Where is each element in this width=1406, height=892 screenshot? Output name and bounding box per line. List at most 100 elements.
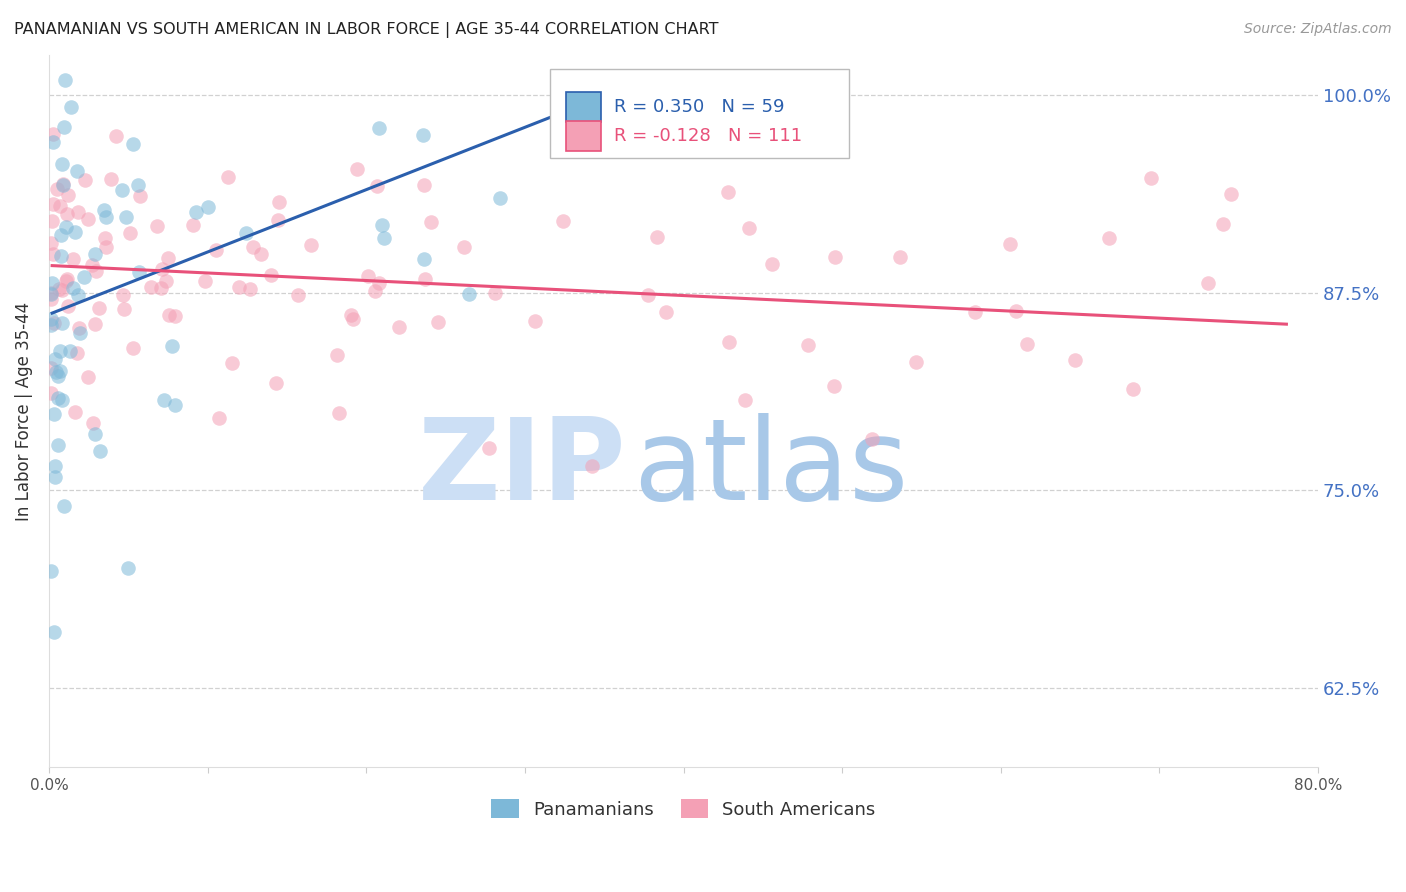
Panamanians <box>42 625 65 640</box>
Text: Source: ZipAtlas.com: Source: ZipAtlas.com <box>1244 22 1392 37</box>
Panamanians <box>45 365 67 379</box>
FancyBboxPatch shape <box>565 92 600 121</box>
South Americans <box>48 282 70 296</box>
South Americans <box>156 251 179 265</box>
Panamanians <box>42 136 65 150</box>
South Americans <box>146 219 169 233</box>
South Americans <box>165 310 187 324</box>
South Americans <box>128 189 150 203</box>
Panamanians <box>39 564 62 578</box>
South Americans <box>181 218 204 232</box>
South Americans <box>267 195 290 210</box>
Panamanians <box>489 191 512 205</box>
Panamanians <box>49 227 72 242</box>
Panamanians <box>51 392 73 407</box>
South Americans <box>717 185 740 199</box>
South Americans <box>120 226 142 240</box>
South Americans <box>39 360 62 375</box>
South Americans <box>420 215 443 229</box>
South Americans <box>55 274 77 288</box>
South Americans <box>1064 352 1087 367</box>
Panamanians <box>46 392 69 406</box>
South Americans <box>998 236 1021 251</box>
South Americans <box>228 280 250 294</box>
Panamanians <box>163 398 186 412</box>
South Americans <box>52 177 75 191</box>
South Americans <box>413 271 436 285</box>
FancyBboxPatch shape <box>550 70 849 159</box>
Text: R = 0.350   N = 59: R = 0.350 N = 59 <box>614 98 785 116</box>
Panamanians <box>53 73 76 87</box>
South Americans <box>55 272 77 286</box>
Panamanians <box>39 318 62 333</box>
Panamanians <box>44 351 66 366</box>
South Americans <box>51 283 73 297</box>
Panamanians <box>89 444 111 458</box>
South Americans <box>453 240 475 254</box>
South Americans <box>1005 303 1028 318</box>
Panamanians <box>458 286 481 301</box>
South Americans <box>367 276 389 290</box>
Panamanians <box>39 312 62 326</box>
South Americans <box>484 286 506 301</box>
South Americans <box>56 188 79 202</box>
South Americans <box>104 129 127 144</box>
Panamanians <box>39 287 62 301</box>
South Americans <box>39 235 62 250</box>
South Americans <box>761 257 783 271</box>
Panamanians <box>51 248 73 262</box>
Panamanians <box>59 100 82 114</box>
South Americans <box>67 205 90 219</box>
South Americans <box>45 182 67 196</box>
South Americans <box>860 432 883 446</box>
South Americans <box>737 220 759 235</box>
Panamanians <box>59 343 82 358</box>
South Americans <box>150 281 173 295</box>
Panamanians <box>44 469 66 483</box>
South Americans <box>48 199 70 213</box>
Text: ZIP: ZIP <box>418 413 627 524</box>
South Americans <box>77 369 100 384</box>
South Americans <box>1140 171 1163 186</box>
South Americans <box>42 197 65 211</box>
South Americans <box>478 441 501 455</box>
South Americans <box>221 356 243 370</box>
South Americans <box>1098 231 1121 245</box>
South Americans <box>363 284 385 298</box>
Panamanians <box>44 458 66 473</box>
Panamanians <box>52 500 75 514</box>
South Americans <box>260 268 283 282</box>
South Americans <box>77 211 100 226</box>
Y-axis label: In Labor Force | Age 35-44: In Labor Force | Age 35-44 <box>15 301 32 521</box>
South Americans <box>242 239 264 253</box>
Panamanians <box>94 211 117 225</box>
South Americans <box>905 354 928 368</box>
South Americans <box>524 314 547 328</box>
Text: atlas: atlas <box>633 413 908 524</box>
South Americans <box>824 250 846 264</box>
Panamanians <box>128 264 150 278</box>
South Americans <box>823 379 845 393</box>
South Americans <box>41 213 63 227</box>
Panamanians <box>83 247 105 261</box>
South Americans <box>67 321 90 335</box>
South Americans <box>797 337 820 351</box>
Panamanians <box>51 316 73 330</box>
South Americans <box>39 386 62 401</box>
South Americans <box>654 304 676 318</box>
Panamanians <box>52 178 75 193</box>
South Americans <box>204 243 226 257</box>
Panamanians <box>412 128 434 142</box>
Panamanians <box>46 369 69 384</box>
South Americans <box>39 285 62 300</box>
South Americans <box>346 162 368 177</box>
South Americans <box>208 410 231 425</box>
South Americans <box>84 264 107 278</box>
South Americans <box>1219 186 1241 201</box>
South Americans <box>325 348 347 362</box>
Panamanians <box>371 218 394 232</box>
South Americans <box>73 173 96 187</box>
South Americans <box>1212 217 1234 231</box>
South Americans <box>342 312 364 326</box>
South Americans <box>80 258 103 272</box>
